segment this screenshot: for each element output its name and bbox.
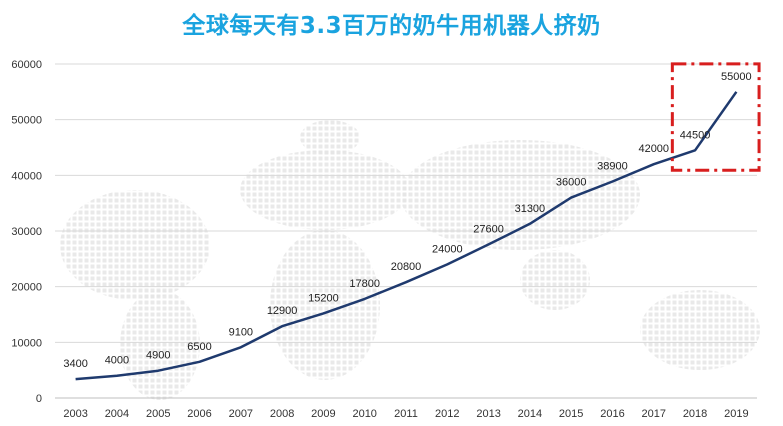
data-label: 36000 [556, 177, 587, 189]
map-region [60, 190, 210, 300]
x-tick-label: 2009 [311, 408, 335, 420]
data-label: 27600 [473, 223, 504, 235]
y-tick-label: 20000 [11, 282, 42, 294]
x-tick-label: 2015 [559, 408, 583, 420]
map-region [240, 150, 410, 230]
data-label: 9100 [229, 326, 253, 338]
y-tick-label: 30000 [11, 226, 42, 238]
y-tick-label: 10000 [11, 337, 42, 349]
grid-lines [55, 63, 757, 343]
x-tick-label: 2007 [229, 408, 253, 420]
data-label: 15200 [308, 292, 339, 304]
x-tick-label: 2011 [394, 408, 418, 420]
x-tick-label: 2017 [642, 408, 666, 420]
x-tick-label: 2013 [476, 408, 500, 420]
data-label: 55000 [721, 71, 752, 83]
y-axis-tick-labels: 0 10000 20000 30000 40000 50000 60000 [11, 59, 42, 405]
map-region [520, 250, 590, 310]
data-label: 4000 [105, 355, 129, 367]
map-region [400, 140, 640, 250]
x-tick-label: 2018 [683, 408, 707, 420]
y-tick-label: 60000 [11, 59, 42, 71]
x-tick-label: 2005 [146, 408, 170, 420]
y-tick-label: 50000 [11, 115, 42, 127]
y-tick-label: 0 [36, 393, 42, 405]
world-map-background [60, 120, 760, 400]
data-label: 4900 [146, 350, 170, 362]
highlight-box [670, 62, 761, 172]
y-tick-label: 40000 [11, 170, 42, 182]
x-tick-label: 2006 [187, 408, 211, 420]
x-tick-label: 2019 [724, 408, 748, 420]
x-tick-label: 2003 [63, 408, 87, 420]
chart-title: 全球每天有3.3百万的奶牛用机器人挤奶 [182, 13, 601, 39]
x-tick-label: 2014 [518, 408, 542, 420]
data-label: 12900 [267, 305, 298, 317]
x-axis-tick-labels: 2003 2004 2005 2006 2007 2008 2009 2010 2011 2012… [63, 408, 748, 420]
data-label: 31300 [515, 203, 546, 215]
map-region [300, 120, 360, 155]
x-tick-label: 2010 [352, 408, 376, 420]
series-line-layer [75, 91, 738, 381]
x-tick-label: 2004 [105, 408, 129, 420]
data-label: 44500 [680, 129, 711, 141]
data-label: 17800 [349, 278, 380, 290]
x-tick-label: 2008 [270, 408, 294, 420]
data-label: 20800 [391, 261, 422, 273]
data-labels: 3400 4000 4900 6500 9100 12900 15200 17800 20800… [63, 71, 751, 370]
x-tick-label: 2016 [600, 408, 624, 420]
highlight-box-layer [670, 62, 761, 172]
data-label: 24000 [432, 243, 463, 255]
x-tick-label: 2012 [435, 408, 459, 420]
data-label: 38900 [597, 160, 628, 172]
data-label: 3400 [63, 358, 87, 370]
series-line [75, 91, 738, 381]
map-region [640, 290, 760, 370]
data-label: 6500 [187, 341, 211, 353]
data-label: 42000 [638, 143, 669, 155]
